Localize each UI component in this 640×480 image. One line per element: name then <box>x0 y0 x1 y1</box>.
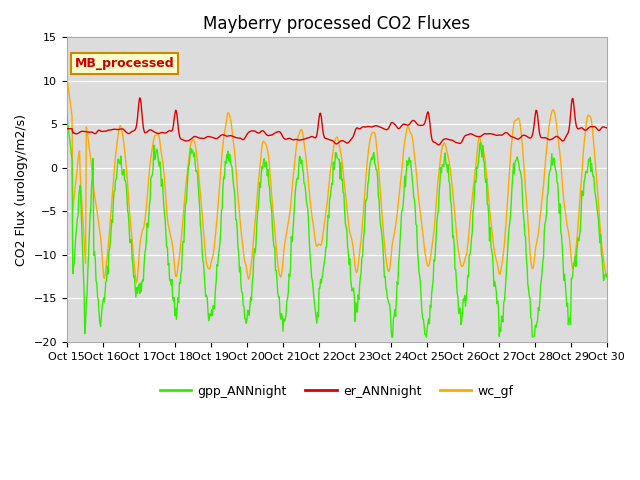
Text: MB_processed: MB_processed <box>75 57 175 70</box>
Title: Mayberry processed CO2 Fluxes: Mayberry processed CO2 Fluxes <box>203 15 470 33</box>
Y-axis label: CO2 Flux (urology/m2/s): CO2 Flux (urology/m2/s) <box>15 114 28 265</box>
Legend: gpp_ANNnight, er_ANNnight, wc_gf: gpp_ANNnight, er_ANNnight, wc_gf <box>155 380 518 403</box>
